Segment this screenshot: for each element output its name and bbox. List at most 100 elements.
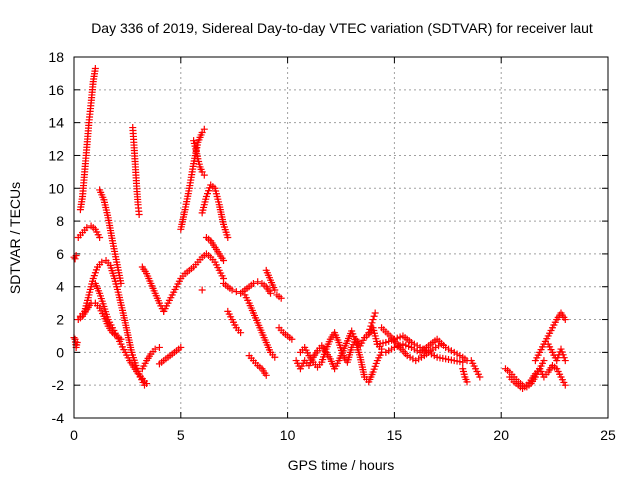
series-trace-ab [365, 309, 379, 337]
series-trace-l [155, 343, 185, 368]
series-trace-b [70, 334, 81, 351]
data-point [368, 319, 376, 327]
plot-frame [73, 56, 609, 419]
x-tick-label: 5 [177, 427, 185, 443]
data-point [83, 224, 91, 232]
series-trace-aa [296, 324, 386, 371]
data-point [220, 256, 228, 264]
series-trace-i [129, 124, 143, 219]
series-trace-p [198, 181, 232, 241]
y-tick-label: 0 [56, 344, 64, 360]
data-point [98, 258, 106, 266]
series-trace-u [241, 291, 279, 361]
data-point [378, 345, 386, 353]
grid [74, 57, 608, 418]
data-point [91, 64, 99, 72]
data-point [365, 329, 373, 337]
x-tick-label: 10 [280, 427, 296, 443]
y-tick-label: 12 [48, 147, 64, 163]
data-point [117, 279, 125, 287]
data-point [228, 286, 236, 294]
y-axis-title: SDTVAR / TECUs [7, 182, 23, 294]
series-trace-s [220, 278, 275, 297]
data-point [463, 378, 471, 386]
data-point [224, 234, 232, 241]
series-trace-t [224, 307, 245, 337]
series-trace-m [160, 250, 228, 315]
data-point [561, 316, 569, 324]
y-tick-label: 4 [56, 279, 64, 295]
data-point [96, 234, 104, 241]
series-trace-w [262, 266, 279, 294]
series-trace-ai [506, 365, 544, 392]
data-point [561, 357, 569, 365]
series-trace-x [273, 291, 285, 302]
data-point [271, 353, 279, 361]
data-point [198, 286, 206, 294]
x-tick-label: 0 [70, 427, 78, 443]
series-trace-o [190, 137, 208, 179]
data-point [370, 312, 378, 320]
series-trace-af [459, 365, 471, 386]
series-trace-j [138, 263, 168, 315]
data-point [71, 255, 79, 263]
data-point [437, 340, 445, 348]
y-tick-label: -4 [52, 410, 65, 426]
series-trace-r [198, 286, 206, 294]
y-tick-label: 10 [48, 180, 64, 196]
x-tick-label: 15 [387, 427, 403, 443]
data-point [540, 357, 548, 365]
x-axis-title: GPS time / hours [288, 457, 395, 473]
series-trace-k [138, 343, 163, 373]
data-point [237, 329, 245, 337]
series-trace-v [245, 352, 270, 379]
series-trace-g [96, 186, 125, 287]
series-trace-n [177, 125, 208, 233]
data-point [200, 125, 208, 133]
y-tick-label: 14 [48, 115, 64, 131]
y-tick-label: 16 [48, 82, 64, 98]
y-tick-label: 18 [48, 49, 64, 65]
data-point [232, 288, 240, 296]
x-tick-label: 20 [493, 427, 509, 443]
series-trace-q [202, 234, 228, 264]
data-point [143, 380, 151, 388]
x-tick-label: 25 [600, 427, 616, 443]
data-point [367, 322, 375, 330]
chart-title: Day 336 of 2019, Sidereal Day-to-day VTE… [91, 20, 593, 36]
series-trace-d [74, 222, 104, 241]
data-point [561, 381, 569, 389]
series-trace-al [544, 340, 569, 365]
data-point [262, 371, 270, 379]
data-points [70, 64, 569, 392]
data-point [200, 171, 208, 179]
series-trace-ak [536, 361, 569, 389]
data-point [267, 289, 275, 297]
y-tick-label: -2 [52, 377, 65, 393]
y-tick-label: 8 [56, 213, 64, 229]
data-point [369, 316, 377, 324]
data-point [155, 343, 163, 351]
axis-ticks [73, 56, 609, 419]
data-point [177, 343, 185, 351]
data-point [371, 309, 379, 317]
data-point [254, 278, 262, 286]
data-point [73, 339, 81, 347]
data-point [288, 335, 296, 343]
y-tick-label: 2 [56, 312, 64, 328]
series-trace-z [292, 327, 386, 386]
data-point [135, 211, 143, 219]
data-point [277, 294, 285, 302]
series-trace-y [275, 324, 296, 343]
data-point [151, 345, 159, 353]
x-tick-labels: 0 5 10 15 20 25 [70, 427, 616, 443]
data-point [249, 279, 257, 287]
y-tick-label: 6 [56, 246, 64, 262]
series-trace-c [76, 64, 99, 214]
data-point [271, 286, 279, 294]
series-trace-h [91, 279, 151, 388]
data-point [366, 325, 374, 333]
series-trace-ag [467, 357, 484, 381]
data-point [476, 373, 484, 381]
